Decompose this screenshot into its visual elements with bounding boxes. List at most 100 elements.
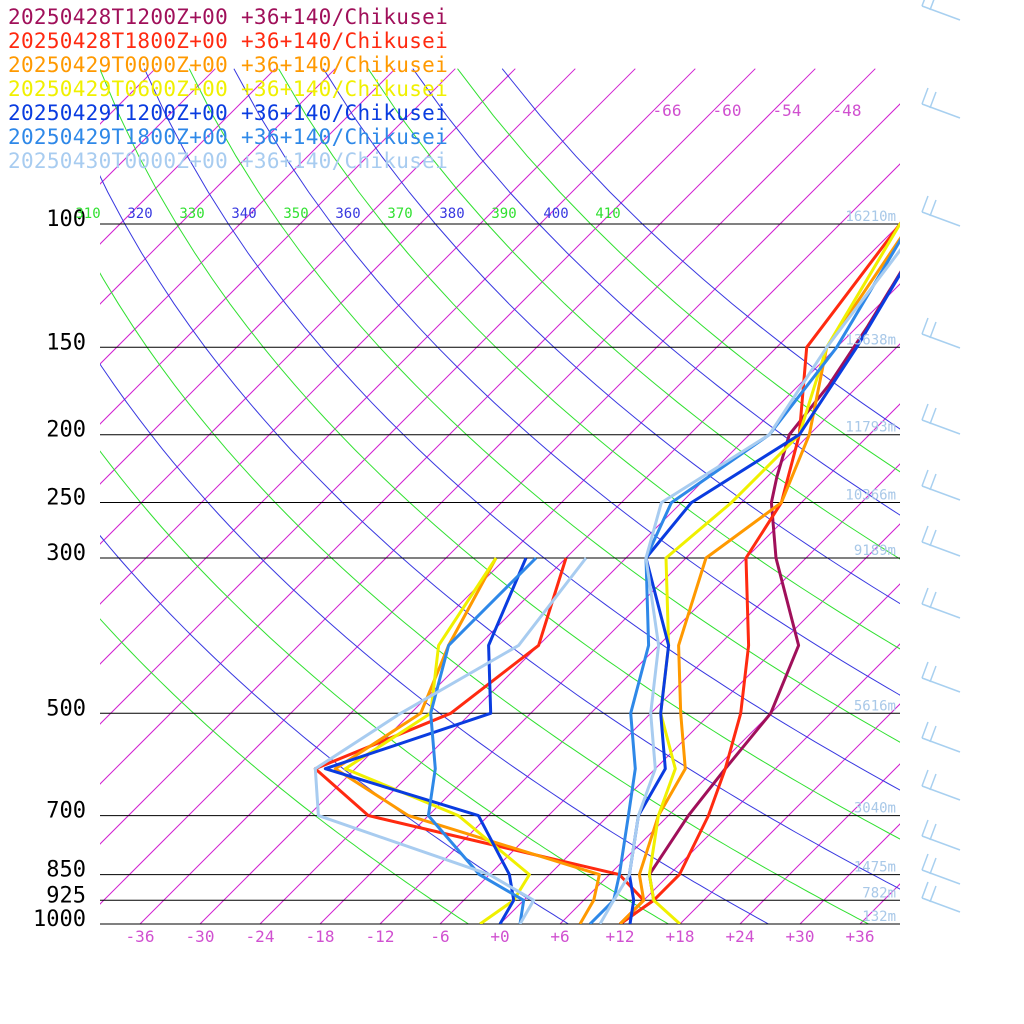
temp-tick-label: +30 (786, 927, 815, 946)
isotherm-line (100, 68, 216, 185)
isotherm-line (100, 68, 456, 425)
series-line-5 (426, 237, 900, 924)
isotherm-line (199, 223, 900, 924)
upper-temp-label: -60 (713, 101, 742, 120)
temp-tick-label: +18 (666, 927, 695, 946)
theta-label: 390 (491, 206, 516, 222)
isotherm-line (980, 69, 1024, 924)
height-label: 13638m (845, 332, 896, 348)
isotherm-line (100, 68, 876, 845)
isotherm-line (100, 68, 576, 545)
wind-barb-icon (921, 819, 961, 851)
temp-tick-label: +12 (606, 927, 635, 946)
upper-temp-label: -54 (773, 101, 802, 120)
theta-label: 320 (127, 206, 152, 222)
theta-curve (100, 534, 569, 924)
isotherm-line (799, 823, 900, 924)
temp-tick-label: +36 (846, 927, 875, 946)
isotherm-line (100, 68, 336, 305)
wind-barb-icon (921, 87, 961, 119)
wind-barb-icon (921, 317, 961, 349)
height-label: 10366m (845, 488, 896, 504)
isotherm-line (259, 283, 900, 924)
theta-curve (501, 68, 900, 430)
pressure-label: 925 (46, 883, 86, 908)
legend-entry: 20250429T1200Z+00 +36+140/Chikusei (8, 101, 448, 125)
theta-curve (100, 450, 669, 924)
temp-tick-label: -24 (246, 927, 275, 946)
temp-tick-label: -6 (430, 927, 449, 946)
temp-tick-label: -12 (366, 927, 395, 946)
pressure-label: 500 (46, 696, 86, 721)
theta-curve (100, 272, 869, 924)
isotherm-line (100, 68, 636, 605)
isotherm-line (100, 68, 276, 245)
temp-tick-label: -18 (306, 927, 335, 946)
legend: 20250428T1200Z+00 +36+140/Chikusei 202504… (8, 5, 448, 173)
pressure-label: 150 (46, 330, 86, 355)
height-label: 9189m (854, 543, 896, 559)
isotherm-line (679, 703, 900, 924)
theta-label: 340 (231, 206, 256, 222)
height-label: 1475m (854, 860, 896, 876)
theta-curve (188, 68, 900, 743)
theta-curve (412, 68, 900, 516)
wind-barb-icon (921, 525, 961, 557)
legend-entry: 20250430T0000Z+00 +36+140/Chikusei (8, 149, 448, 173)
theta-curve (100, 363, 769, 924)
theta-label: 350 (283, 206, 308, 222)
theta-label: 360 (335, 206, 360, 222)
legend-entry: 20250428T1200Z+00 +36+140/Chikusei (8, 5, 448, 29)
pressure-label: 700 (46, 799, 86, 824)
isotherm-line (100, 68, 516, 485)
isotherm-line (920, 69, 1024, 924)
temp-tick-label: -36 (126, 927, 155, 946)
theta-label: 410 (595, 206, 620, 222)
pressure-label: 250 (46, 486, 86, 511)
isotherm-line (139, 163, 900, 924)
pressure-label: 100 (46, 207, 86, 232)
theta-curve (322, 68, 900, 605)
height-label: 11793m (845, 420, 896, 436)
theta-curve (100, 68, 900, 840)
theta-curve (143, 68, 900, 791)
isotherm-line (739, 763, 900, 924)
theta-curve (457, 68, 900, 473)
theta-curve (278, 68, 900, 650)
isotherm-line (100, 68, 696, 665)
isotherm-line (100, 68, 816, 785)
theta-label: 400 (543, 206, 568, 222)
isotherm-line (559, 583, 900, 924)
potential-temperature-lines (100, 68, 900, 924)
height-label: 782m (862, 885, 896, 901)
isotherm-line (379, 403, 900, 924)
upper-temp-label: -48 (833, 101, 862, 120)
upper-temp-label: -66 (653, 101, 682, 120)
isotherm-line (100, 68, 396, 365)
temp-tick-label: +0 (490, 927, 509, 946)
wind-barb-icon (921, 853, 961, 885)
pressure-label: 300 (46, 541, 86, 566)
series-line-6 (313, 247, 900, 924)
series-line-1 (313, 221, 900, 924)
isotherm-line (100, 68, 756, 725)
legend-entry: 20250429T0600Z+00 +36+140/Chikusei (8, 77, 448, 101)
wind-barb-icon (921, 769, 961, 801)
wind-barb-icon (921, 721, 961, 753)
sounding-series (313, 221, 900, 924)
isotherm-line (439, 463, 900, 924)
isobar-grid (100, 223, 900, 925)
pressure-label: 1000 (33, 907, 86, 932)
wind-barb-icon (921, 881, 961, 913)
height-label: 132m (862, 909, 896, 925)
wind-barb-icon (921, 587, 961, 619)
wind-barb-icon (921, 0, 961, 21)
height-label: 16210m (845, 209, 896, 225)
theta-label: 310 (75, 206, 100, 222)
theta-curve (100, 175, 900, 890)
isotherm-line (619, 643, 900, 924)
wind-barb-icon (921, 195, 961, 227)
theta-label: 370 (387, 206, 412, 222)
